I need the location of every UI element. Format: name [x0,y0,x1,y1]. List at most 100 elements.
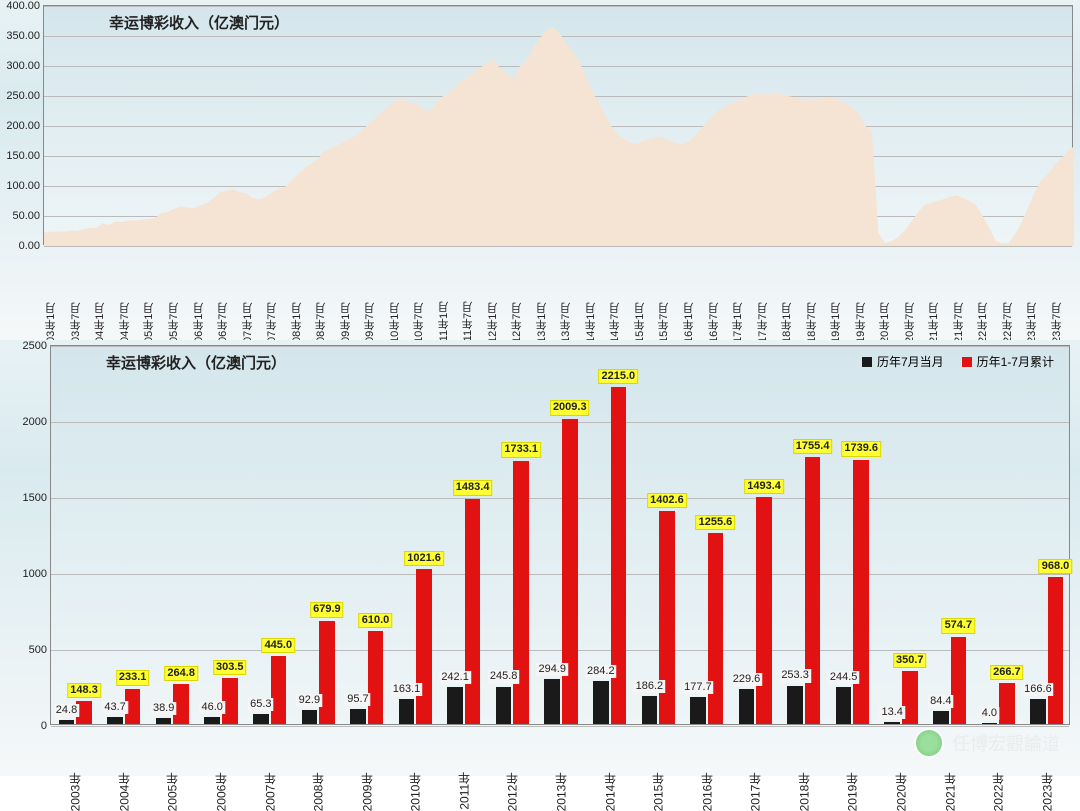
x-tick-label: 2021年 [941,768,958,811]
y-tick-label: 500 [29,644,51,656]
bar-cumulative [271,656,287,724]
bar-july [787,686,803,725]
y-tick-label: 0.00 [19,240,44,252]
bar-cumulative [853,460,869,724]
x-tick-label: 2005年 [164,768,181,811]
wechat-icon [914,728,944,758]
data-label-cumulative: 445.0 [262,638,296,653]
bar-july [399,699,415,724]
bar-july [836,687,852,724]
data-label-july: 244.5 [828,671,860,684]
bar-cumulative [319,621,335,724]
bar-july [496,687,512,724]
y-tick-label: 250.00 [6,90,44,102]
x-tick-label: 2004年 [115,768,132,811]
legend-label-red: 历年1-7月累计 [977,353,1054,370]
data-label-july: 92.9 [297,694,322,707]
data-label-july: 24.8 [54,704,79,717]
bar-july [933,711,949,724]
x-tick-label: 2009年 [358,768,375,811]
y-tick-label: 350.00 [6,30,44,42]
gridline [44,246,1072,247]
legend-item-black: 历年7月当月 [862,353,944,370]
bar-cumulative [951,637,967,724]
y-tick-label: 100.00 [6,180,44,192]
data-label-cumulative: 1493.4 [744,479,784,494]
x-tick-label: 2023年 [1038,768,1055,811]
data-label-cumulative: 610.0 [359,613,393,628]
gridline [51,726,1069,727]
data-label-cumulative: 266.7 [990,665,1024,680]
bar-cumulative [1048,577,1064,724]
data-label-cumulative: 1733.1 [501,442,541,457]
bar-july [156,718,172,724]
data-label-cumulative: 968.0 [1039,559,1073,574]
y-tick-label: 50.00 [12,210,44,222]
top-plot-area: 幸运博彩收入（亿澳门元） 0.0050.00100.00150.00200.00… [43,5,1073,245]
data-label-july: 229.6 [731,673,763,686]
data-label-july: 43.7 [102,701,127,714]
data-label-july: 253.3 [779,669,811,682]
data-label-july: 46.0 [200,701,225,714]
top-area-chart: 幸运博彩收入（亿澳门元） 0.0050.00100.00150.00200.00… [0,0,1080,340]
x-tick-label: 2019年 [844,768,861,811]
data-label-cumulative: 679.9 [310,602,344,617]
y-tick-label: 200.00 [6,120,44,132]
bottom-chart-title: 幸运博彩收入（亿澳门元） [106,352,286,373]
bottom-plot-area: 幸运博彩收入（亿澳门元） 历年7月当月 历年1-7月累计 05001000150… [50,345,1070,725]
x-tick-label: 2014年 [601,768,618,811]
x-tick-label: 2017年 [747,768,764,811]
legend: 历年7月当月 历年1-7月累计 [862,353,1054,370]
bar-july [59,720,75,724]
x-tick-label: 2010年 [407,768,424,811]
bar-cumulative [805,457,821,724]
bar-cumulative [513,461,529,724]
bar-july [1030,699,1046,724]
data-label-july: 177.7 [682,681,714,694]
area-series [44,6,1074,246]
x-tick-label: 2006年 [213,768,230,811]
data-label-cumulative: 1739.6 [841,441,881,456]
bar-july [982,723,998,724]
data-label-cumulative: 1021.6 [404,551,444,566]
watermark: 任博宏觀論道 [914,728,1060,758]
bar-july [350,709,366,724]
data-label-cumulative: 574.7 [942,618,976,633]
gridline [51,650,1069,651]
data-label-cumulative: 1483.4 [453,480,493,495]
data-label-cumulative: 1402.6 [647,493,687,508]
data-label-july: 163.1 [391,683,423,696]
bar-july [544,679,560,724]
data-label-cumulative: 1755.4 [793,439,833,454]
x-tick-label: 2020年 [893,768,910,811]
x-tick-label: 2018年 [795,768,812,811]
data-label-july: 186.2 [634,680,666,693]
bar-cumulative [368,631,384,724]
bar-cumulative [756,497,772,724]
legend-swatch-red [962,357,972,367]
gridline [51,346,1069,347]
y-tick-label: 2000 [23,416,51,428]
data-label-july: 4.0 [980,707,999,720]
data-label-july: 294.9 [536,663,568,676]
gridline [51,574,1069,575]
x-tick-label: 2008年 [310,768,327,811]
data-label-july: 38.9 [151,702,176,715]
watermark-text: 任博宏觀論道 [952,730,1060,756]
bar-july [204,717,220,724]
data-label-july: 284.2 [585,665,617,678]
data-label-cumulative: 1255.6 [696,515,736,530]
x-tick-label: 2013年 [553,768,570,811]
data-label-cumulative: 233.1 [116,670,150,685]
data-label-july: 245.8 [488,670,520,683]
bar-july [884,722,900,724]
data-label-july: 13.4 [880,706,905,719]
bar-july [253,714,269,724]
data-label-july: 166.6 [1022,683,1054,696]
x-tick-label: 2003年 [67,768,84,811]
data-label-july: 65.3 [248,698,273,711]
bar-cumulative [465,499,481,724]
x-tick-label: 2007年 [261,768,278,811]
bar-july [302,710,318,724]
y-tick-label: 300.00 [6,60,44,72]
